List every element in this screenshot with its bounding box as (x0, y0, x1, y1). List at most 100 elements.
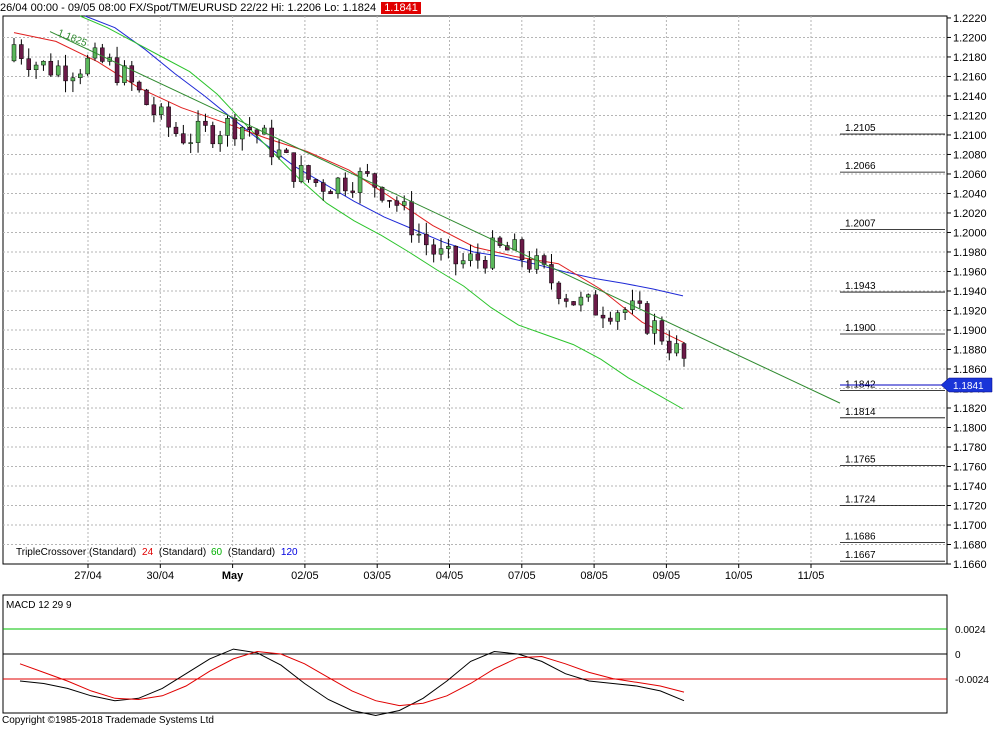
last-price-badge: 1.1841 (381, 2, 421, 14)
candle-body (424, 233, 429, 246)
price-tick-label: 1.1700 (953, 520, 987, 532)
fib-label: 1.1814 (845, 407, 876, 418)
candle-body (55, 65, 61, 76)
candle-body (438, 248, 444, 255)
candle-body (254, 129, 260, 135)
candle-body (129, 65, 135, 83)
candle-body (600, 314, 606, 319)
candle-body (453, 245, 459, 265)
candle-body (637, 300, 643, 304)
time-axis: 27/04 30/04 May 02/05 03/05 04/05 07/05 08/05 09… (74, 564, 824, 582)
candle-body (313, 179, 319, 183)
time-tick-label: 03/05 (363, 570, 391, 582)
candle-body (387, 200, 392, 202)
candle-body (151, 104, 157, 115)
candle-body (674, 343, 679, 354)
candle-body (166, 106, 171, 128)
chart-header: 26/04 00:00 - 09/05 08:00 FX/Spot/TM/EUR… (0, 0, 421, 16)
fib-label: 1.2066 (845, 161, 876, 172)
candle-body (667, 340, 672, 354)
candle-body (217, 135, 223, 145)
price-tick-label: 1.1680 (953, 539, 987, 551)
macd-tick-lower: -0.0024 (955, 675, 989, 686)
candle-body (269, 127, 274, 158)
time-tick-label: May (222, 570, 244, 582)
legend-120-value: 120 (281, 547, 298, 558)
price-tick-label: 1.1800 (953, 422, 987, 434)
price-grid (3, 16, 947, 564)
candle-body (225, 117, 230, 136)
candle-body (284, 149, 289, 153)
price-tick-label: 1.1820 (953, 403, 987, 415)
macd-series-red (19, 650, 685, 707)
candle-body (586, 294, 591, 298)
price-tick-label: 1.2180 (953, 52, 987, 64)
price-tick-label: 1.1980 (953, 247, 987, 259)
candle-body (490, 237, 495, 269)
time-tick-label: 27/04 (74, 570, 102, 582)
candle-body (365, 171, 370, 174)
price-tick-label: 1.1740 (953, 481, 987, 493)
candle-body (343, 177, 348, 192)
candle-body (534, 255, 539, 270)
candle-body (475, 253, 481, 261)
candle-body (416, 233, 422, 236)
candle-body (136, 81, 142, 91)
price-tick-label: 1.1720 (953, 500, 987, 512)
trendline[interactable] (49, 31, 841, 404)
candle-body (527, 259, 532, 270)
candle-body (63, 65, 68, 82)
candle-body (19, 44, 24, 59)
candle-body (173, 126, 179, 134)
price-tag-value: 1.1841 (953, 381, 984, 392)
price-tick-label: 1.1940 (953, 286, 987, 298)
price-tick-label: 1.1920 (953, 305, 987, 317)
price-tick-label: 1.1780 (953, 442, 987, 454)
candle-body (100, 47, 105, 62)
price-tick-label: 1.2100 (953, 130, 987, 142)
price-tick-label: 1.2160 (953, 71, 987, 83)
candle-body (33, 64, 39, 70)
time-tick-label: 02/05 (291, 570, 319, 582)
price-tick-label: 1.2200 (953, 32, 987, 44)
candle-body (328, 191, 333, 195)
candle-body (210, 125, 216, 145)
legend-60-value: 60 (211, 547, 223, 558)
candle-body (512, 239, 517, 251)
candle-body (357, 171, 363, 193)
candle-body (431, 244, 436, 255)
fib-label: 1.1943 (845, 281, 876, 292)
candle-body (482, 260, 488, 269)
date-range: 26/04 00:00 - 09/05 08:00 (0, 2, 126, 14)
candle-body (41, 60, 46, 66)
high-value: Hi: 1.2206 (270, 2, 322, 14)
candle-body (578, 296, 584, 306)
price-tick-label: 1.2020 (953, 208, 987, 220)
price-tick-label: 1.1660 (953, 559, 987, 571)
fib-label: 1.2007 (845, 219, 876, 230)
time-tick-label: 10/05 (725, 570, 753, 582)
price-axis: 1.2220 1.2200 1.2180 1.2160 1.2140 1.2120 1.21… (947, 13, 987, 571)
candle-body (446, 245, 451, 249)
candle-body (320, 182, 326, 192)
price-tick-label: 1.2140 (953, 91, 987, 103)
time-tick-label: 04/05 (436, 570, 464, 582)
candle-body (350, 190, 355, 193)
candle-body (276, 149, 282, 158)
legend-60-label: (Standard) (228, 547, 275, 558)
candle-body (247, 127, 252, 131)
candle-body (372, 173, 378, 188)
fib-label: 1.1686 (845, 532, 876, 543)
candle-body (26, 58, 31, 70)
indicator-legend: TripleCrossover (Standard) 24 (Standard)… (16, 547, 298, 558)
candle-body (409, 201, 414, 236)
macd-tick-upper: 0.0024 (955, 625, 986, 636)
candle-body (203, 120, 208, 126)
candle-body (563, 298, 569, 302)
price-tick-label: 1.1880 (953, 344, 987, 356)
price-tick-label: 1.1760 (953, 461, 987, 473)
candle-body (78, 73, 83, 78)
candle-body (70, 77, 76, 82)
legend-24-value: 24 (142, 547, 154, 558)
